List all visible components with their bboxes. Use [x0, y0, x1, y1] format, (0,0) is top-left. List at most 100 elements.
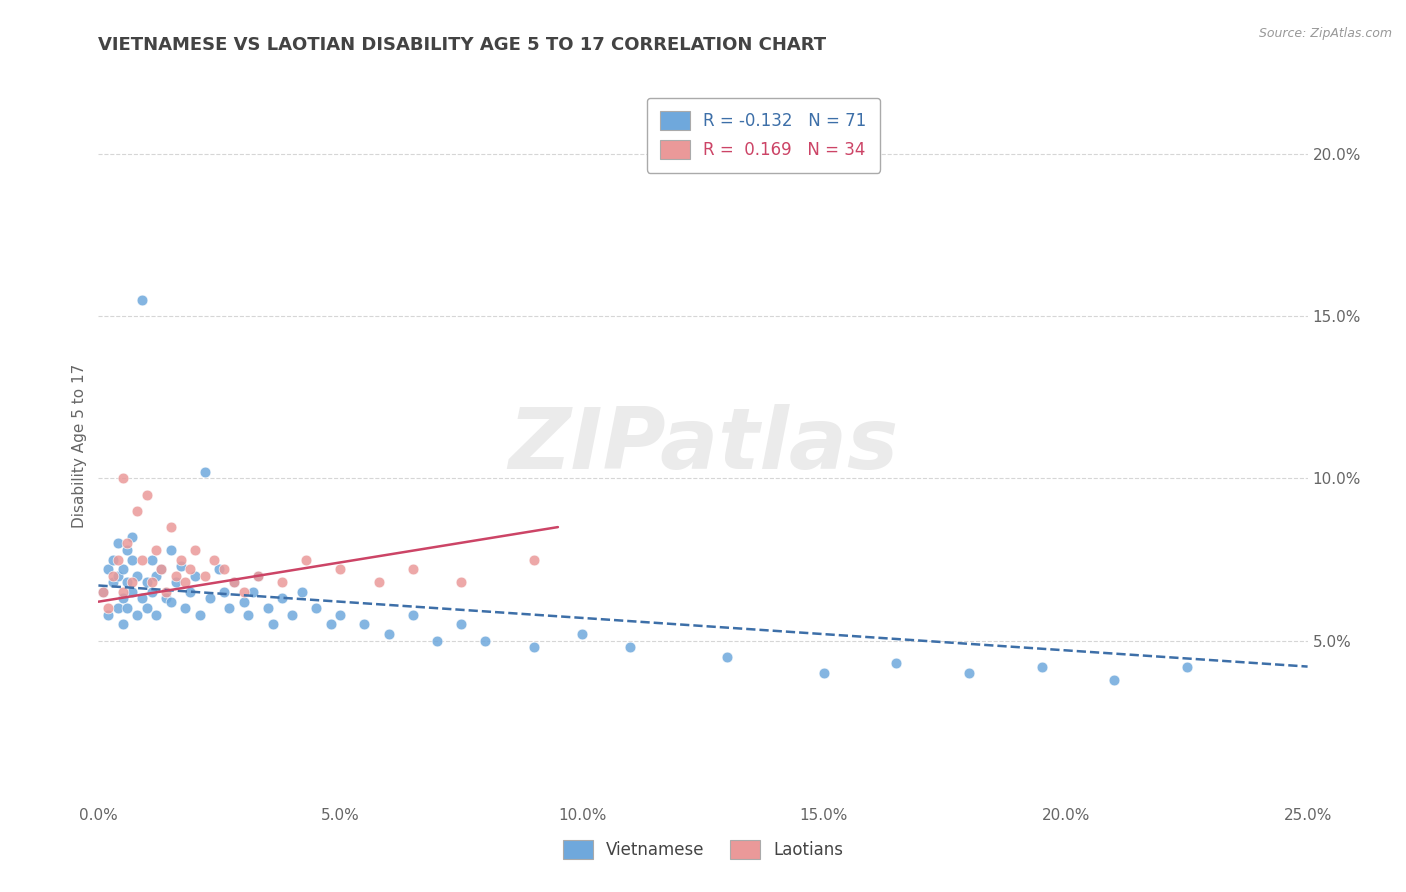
Point — [160, 542, 183, 557]
Point — [127, 607, 149, 622]
Point — [111, 617, 134, 632]
Point — [107, 536, 129, 550]
Point — [141, 585, 163, 599]
Point — [131, 293, 153, 307]
Point — [145, 568, 167, 582]
Point — [1175, 659, 1198, 673]
Point — [174, 601, 197, 615]
Point — [97, 601, 120, 615]
Point — [886, 657, 908, 671]
Point — [127, 568, 149, 582]
Point — [111, 471, 134, 485]
Legend: Vietnamese, Laotians: Vietnamese, Laotians — [557, 833, 849, 866]
Point — [131, 591, 153, 606]
Y-axis label: Disability Age 5 to 17: Disability Age 5 to 17 — [72, 364, 87, 528]
Point — [402, 607, 425, 622]
Point — [402, 562, 425, 576]
Point — [111, 585, 134, 599]
Point — [111, 591, 134, 606]
Point — [329, 607, 352, 622]
Point — [145, 607, 167, 622]
Point — [121, 585, 143, 599]
Point — [271, 575, 294, 590]
Point — [141, 552, 163, 566]
Point — [198, 591, 221, 606]
Point — [117, 536, 139, 550]
Point — [716, 649, 738, 664]
Point — [135, 575, 157, 590]
Point — [353, 617, 375, 632]
Text: ZIPatlas: ZIPatlas — [508, 404, 898, 488]
Point — [135, 601, 157, 615]
Point — [117, 575, 139, 590]
Point — [957, 666, 980, 681]
Point — [319, 617, 342, 632]
Point — [212, 562, 235, 576]
Point — [121, 575, 143, 590]
Point — [131, 552, 153, 566]
Point — [222, 575, 245, 590]
Point — [165, 568, 187, 582]
Point — [117, 542, 139, 557]
Point — [188, 607, 211, 622]
Point — [204, 552, 226, 566]
Point — [232, 595, 254, 609]
Point — [117, 601, 139, 615]
Point — [212, 585, 235, 599]
Point — [474, 633, 496, 648]
Point — [97, 562, 120, 576]
Point — [184, 542, 207, 557]
Point — [135, 488, 157, 502]
Point — [238, 607, 260, 622]
Point — [295, 552, 318, 566]
Point — [194, 465, 217, 479]
Point — [222, 575, 245, 590]
Point — [523, 640, 546, 654]
Point — [242, 585, 264, 599]
Point — [127, 504, 149, 518]
Point — [262, 617, 284, 632]
Point — [232, 585, 254, 599]
Point — [305, 601, 328, 615]
Point — [165, 575, 187, 590]
Point — [179, 562, 201, 576]
Point — [1102, 673, 1125, 687]
Point — [160, 520, 183, 534]
Point — [377, 627, 399, 641]
Point — [184, 568, 207, 582]
Point — [145, 542, 167, 557]
Point — [141, 575, 163, 590]
Point — [155, 585, 177, 599]
Point — [160, 595, 183, 609]
Point — [450, 575, 472, 590]
Point — [101, 552, 124, 566]
Point — [1031, 659, 1053, 673]
Point — [174, 575, 197, 590]
Point — [169, 552, 191, 566]
Point — [107, 552, 129, 566]
Point — [523, 552, 546, 566]
Point — [107, 601, 129, 615]
Point — [101, 568, 124, 582]
Point — [247, 568, 270, 582]
Point — [91, 585, 114, 599]
Text: Source: ZipAtlas.com: Source: ZipAtlas.com — [1258, 27, 1392, 40]
Point — [101, 575, 124, 590]
Point — [150, 562, 173, 576]
Point — [290, 585, 312, 599]
Point — [281, 607, 304, 622]
Point — [179, 585, 201, 599]
Point — [150, 562, 173, 576]
Point — [329, 562, 352, 576]
Point — [368, 575, 391, 590]
Point — [218, 601, 240, 615]
Point — [619, 640, 641, 654]
Point — [97, 607, 120, 622]
Point — [107, 568, 129, 582]
Text: VIETNAMESE VS LAOTIAN DISABILITY AGE 5 TO 17 CORRELATION CHART: VIETNAMESE VS LAOTIAN DISABILITY AGE 5 T… — [98, 36, 827, 54]
Point — [121, 552, 143, 566]
Point — [426, 633, 449, 648]
Point — [91, 585, 114, 599]
Point — [571, 627, 593, 641]
Point — [247, 568, 270, 582]
